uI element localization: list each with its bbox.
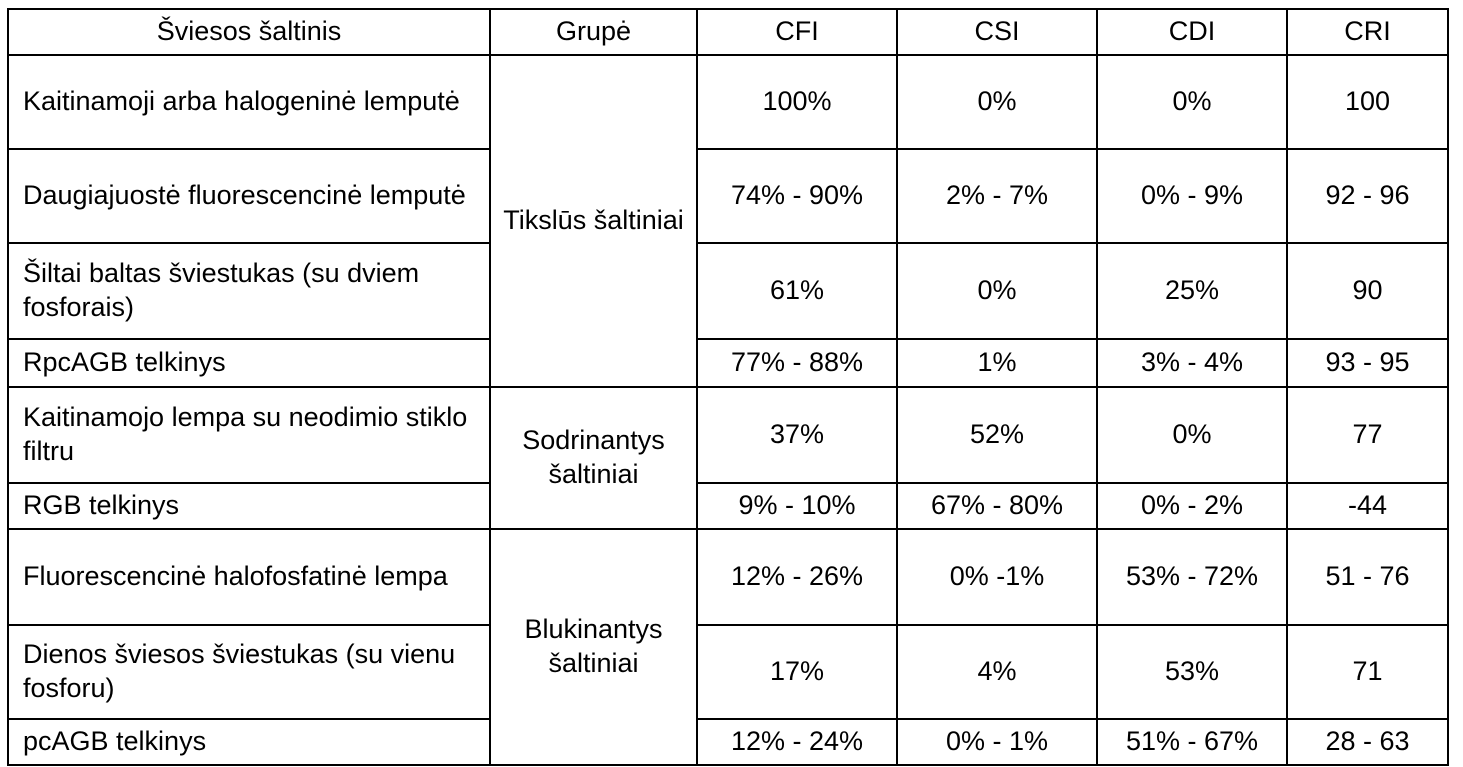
cri-cell: 28 - 63 [1286, 718, 1449, 766]
source-cell: Dienos šviesos šviestukas (su vienu fosf… [7, 624, 491, 720]
cfi-cell: 12% - 24% [696, 718, 898, 766]
source-cell: pcAGB telkinys [7, 718, 491, 766]
cri-cell: -44 [1286, 482, 1449, 530]
cfi-cell: 61% [696, 242, 898, 340]
csi-cell: 52% [896, 386, 1098, 484]
cfi-cell: 37% [696, 386, 898, 484]
source-cell: Kaitinamojo lempa su neodimio stiklo fil… [7, 386, 491, 484]
cdi-cell: 0% [1096, 54, 1288, 150]
cri-cell: 71 [1286, 624, 1449, 720]
cri-cell: 93 - 95 [1286, 338, 1449, 388]
cdi-cell: 53% [1096, 624, 1288, 720]
csi-cell: 2% - 7% [896, 148, 1098, 244]
csi-cell: 4% [896, 624, 1098, 720]
csi-cell: 1% [896, 338, 1098, 388]
table-row: RpcAGB telkinys 77% - 88% 1% 3% - 4% 93 … [7, 338, 1449, 388]
source-cell: RpcAGB telkinys [7, 338, 491, 388]
table-row: Kaitinamojo lempa su neodimio stiklo fil… [7, 386, 1449, 530]
csi-cell: 0% [896, 54, 1098, 150]
table-row: pcAGB telkinys 12% - 24% 0% - 1% 51% - 6… [7, 718, 1449, 766]
source-cell: RGB telkinys [7, 482, 491, 530]
cri-cell: 90 [1286, 242, 1449, 340]
cdi-cell: 25% [1096, 242, 1288, 340]
table-row: Daugiajuostė fluorescencinė lemputė 74% … [7, 148, 1449, 244]
csi-cell: 0% -1% [896, 528, 1098, 626]
cri-cell: 51 - 76 [1286, 528, 1449, 626]
cdi-cell: 53% - 72% [1096, 528, 1288, 626]
group-cell: Tikslūs šaltiniai [489, 54, 698, 388]
cdi-cell: 51% - 67% [1096, 718, 1288, 766]
header-cell-cdi: CDI [1096, 8, 1288, 56]
cfi-cell: 100% [696, 54, 898, 150]
table-row: RGB telkinys 9% - 10% 67% - 80% 0% - 2% … [7, 482, 1449, 530]
header-row: Šviesos šaltinis Grupė CFI CSI CDI CRI [7, 8, 1449, 56]
header-cell-cri: CRI [1286, 8, 1449, 56]
source-cell: Kaitinamoji arba halogeninė lemputė [7, 54, 491, 150]
cfi-cell: 17% [696, 624, 898, 720]
source-cell: Šiltai baltas šviestukas (su dviem fosfo… [7, 242, 491, 340]
table-row: Kaitinamoji arba halogeninė lemputė Tiks… [7, 54, 1449, 388]
cfi-cell: 12% - 26% [696, 528, 898, 626]
csi-cell: 67% - 80% [896, 482, 1098, 530]
light-source-table: Šviesos šaltinis Grupė CFI CSI CDI CRI K… [7, 8, 1449, 766]
csi-cell: 0% [896, 242, 1098, 340]
cdi-cell: 3% - 4% [1096, 338, 1288, 388]
table-row: Fluorescencinė halofosfatinė lempa Bluki… [7, 528, 1449, 766]
cri-cell: 77 [1286, 386, 1449, 484]
cri-cell: 100 [1286, 54, 1449, 150]
source-cell: Daugiajuostė fluorescencinė lemputė [7, 148, 491, 244]
cfi-cell: 77% - 88% [696, 338, 898, 388]
table-row: Šiltai baltas šviestukas (su dviem fosfo… [7, 242, 1449, 340]
group-cell: Sodrinantys šaltiniai [489, 386, 698, 530]
cdi-cell: 0% [1096, 386, 1288, 484]
cfi-cell: 9% - 10% [696, 482, 898, 530]
cdi-cell: 0% - 9% [1096, 148, 1288, 244]
header-cell-cfi: CFI [696, 8, 898, 56]
header-cell-group: Grupė [489, 8, 698, 56]
group-cell: Blukinantys šaltiniai [489, 528, 698, 766]
source-cell: Fluorescencinė halofosfatinė lempa [7, 528, 491, 626]
table-row: Dienos šviesos šviestukas (su vienu fosf… [7, 624, 1449, 720]
csi-cell: 0% - 1% [896, 718, 1098, 766]
cri-cell: 92 - 96 [1286, 148, 1449, 244]
cfi-cell: 74% - 90% [696, 148, 898, 244]
header-cell-source: Šviesos šaltinis [7, 8, 491, 56]
header-cell-csi: CSI [896, 8, 1098, 56]
cdi-cell: 0% - 2% [1096, 482, 1288, 530]
